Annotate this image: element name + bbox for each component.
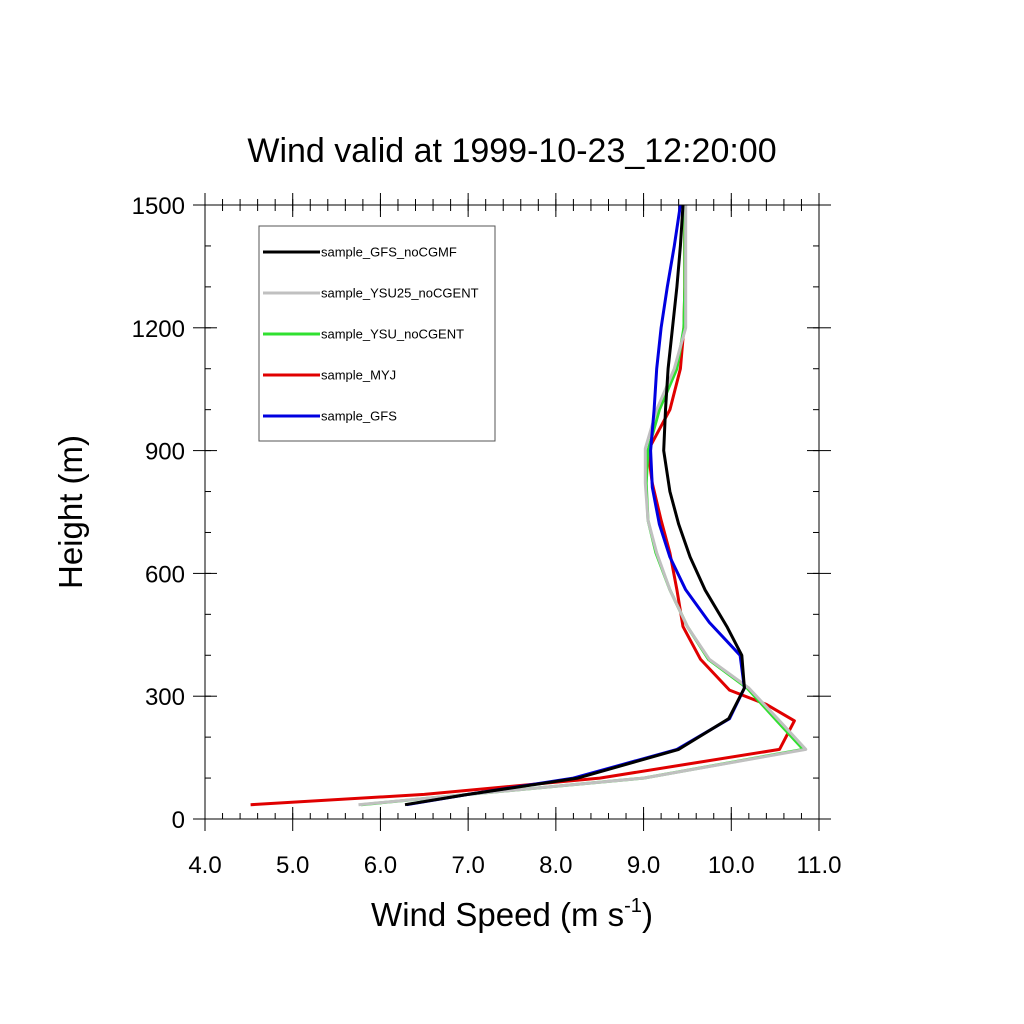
series-line-sample-ysu25-nocgent	[358, 205, 808, 807]
chart-title: Wind valid at 1999-10-23_12:20:00	[247, 132, 776, 170]
series-line-sample-gfs-nocgmf	[404, 204, 746, 807]
x-tick-label: 9.0	[627, 852, 660, 879]
legend: sample_GFS_noCGMF sample_YSU25_noCGENTsam…	[258, 225, 496, 442]
y-tick-label: 1500	[132, 193, 185, 220]
x-axis-title: Wind Speed (m s-1)	[371, 895, 653, 933]
legend-label: sample_MYJ	[321, 368, 396, 383]
legend-label: sample_YSU_noCGENT	[321, 327, 464, 342]
y-tick-label: 300	[145, 684, 185, 711]
x-tick-label: 7.0	[451, 852, 484, 879]
series-layer	[250, 204, 808, 807]
x-axis-title-close: )	[642, 896, 653, 933]
x-tick-label: 4.0	[188, 852, 221, 879]
x-axis-title-main: Wind Speed (m s	[371, 896, 624, 933]
x-tick-label: 11.0	[797, 852, 842, 879]
y-axis-title: Height (m)	[52, 435, 89, 589]
y-tick-label: 0	[172, 807, 185, 834]
x-tick-label: 6.0	[364, 852, 397, 879]
legend-label: sample_YSU25_noCGENT	[321, 286, 479, 301]
legend-label: sample_GFS	[321, 409, 397, 424]
legend-label: sample_GFS_noCGMF	[321, 245, 457, 260]
y-tick-label: 600	[145, 561, 185, 588]
plot-frame	[204, 204, 820, 820]
x-tick-label: 8.0	[539, 852, 572, 879]
x-tick-label: 5.0	[276, 852, 309, 879]
x-tick-label: 10.0	[708, 852, 755, 879]
y-tick-label: 900	[145, 439, 185, 466]
tick-labels: 4.0 5.0 6.0 7.0 8.0 9.0 10.0 11.0 0 300 600 900 1200…	[132, 193, 842, 879]
y-tick-label: 1200	[132, 316, 185, 343]
x-axis-title-superscript: -1	[624, 895, 642, 917]
